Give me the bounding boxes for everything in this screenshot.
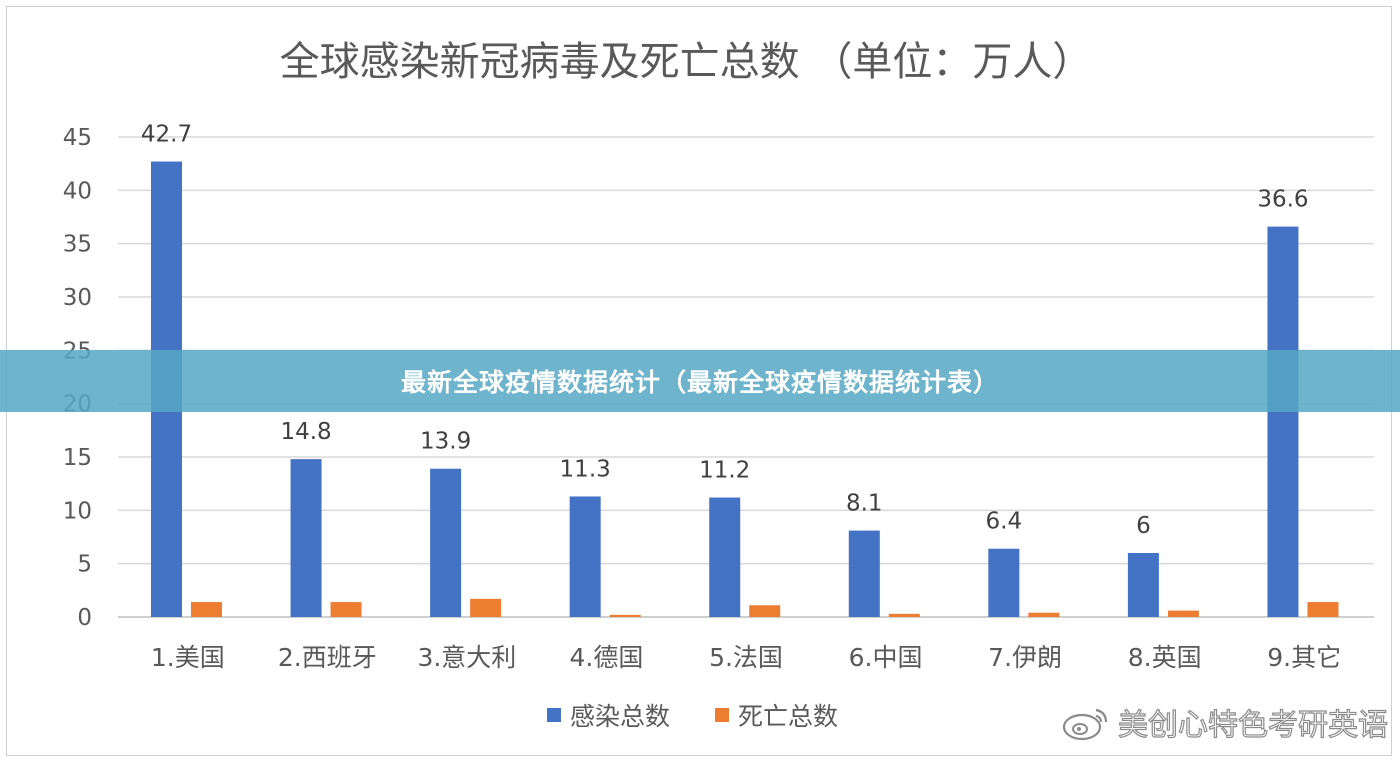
x-tick-label: 7.伊朗	[988, 643, 1062, 672]
x-tick-label: 2.西班牙	[278, 643, 377, 672]
x-tick-label: 3.意大利	[417, 643, 516, 672]
bar-deaths	[1167, 610, 1199, 617]
bar-infected	[569, 496, 601, 617]
x-tick-label: 5.法国	[709, 643, 783, 672]
banner-text: 最新全球疫情数据统计（最新全球疫情数据统计表）	[400, 368, 999, 397]
bar-infected	[848, 530, 880, 617]
weibo-icon	[1062, 708, 1108, 741]
title-banner: 最新全球疫情数据统计（最新全球疫情数据统计表）	[0, 350, 1400, 412]
y-tick-label: 40	[63, 178, 92, 204]
bar-deaths	[888, 613, 920, 617]
x-tick-label: 1.美国	[151, 643, 225, 672]
y-tick-label: 0	[77, 605, 92, 631]
legend-swatch-deaths	[715, 708, 729, 722]
data-label: 42.7	[141, 122, 192, 148]
bar-deaths	[609, 614, 641, 617]
bar-infected	[430, 468, 462, 617]
legend-label-infected: 感染总数	[570, 702, 670, 731]
data-label: 36.6	[1257, 187, 1308, 213]
data-label: 6	[1136, 513, 1151, 539]
chart-title: 全球感染新冠病毒及死亡总数 （单位：万人）	[280, 39, 1093, 85]
x-axis: 1.美国 2.西班牙 3.意大利 4.德国 5.法国 6.中国 7.伊朗 8.英国 9.其它	[151, 643, 1341, 672]
bar-deaths	[330, 602, 362, 617]
data-label: 8.1	[846, 491, 883, 517]
y-tick-label: 45	[63, 125, 92, 151]
legend-swatch-infected	[547, 708, 561, 722]
bar-infected	[1267, 226, 1299, 617]
data-label: 13.9	[420, 429, 471, 455]
bar-deaths	[749, 605, 781, 617]
bar-infected	[988, 548, 1020, 617]
bar-infected	[1127, 553, 1159, 617]
y-tick-label: 10	[63, 498, 92, 524]
y-tick-label: 15	[63, 445, 92, 471]
y-tick-label: 5	[77, 552, 92, 578]
x-tick-label: 4.德国	[570, 643, 644, 672]
data-label: 6.4	[986, 509, 1023, 535]
legend: 感染总数 死亡总数	[547, 702, 838, 731]
watermark: 美创心特色考研英语	[1060, 700, 1389, 744]
data-label: 11.2	[699, 458, 750, 484]
bar-deaths	[1307, 602, 1339, 617]
bar-infected	[290, 459, 322, 617]
bar-deaths	[191, 602, 222, 617]
y-tick-label: 35	[63, 232, 92, 258]
bar-deaths	[1028, 612, 1060, 617]
bars: 42.7 14.8 13.9 11.3 11.2 8.1 6.4 6 36.6	[141, 122, 1339, 618]
bar-infected	[709, 497, 741, 617]
watermark-text: 美创心特色考研英语	[1117, 707, 1388, 743]
data-label: 14.8	[280, 419, 331, 445]
y-tick-label: 30	[63, 285, 92, 311]
data-label: 11.3	[560, 456, 611, 482]
legend-label-deaths: 死亡总数	[738, 702, 838, 731]
x-tick-label: 8.英国	[1128, 643, 1202, 672]
x-tick-label: 6.中国	[849, 643, 923, 672]
bar-deaths	[470, 598, 502, 617]
x-tick-label: 9.其它	[1267, 643, 1341, 672]
